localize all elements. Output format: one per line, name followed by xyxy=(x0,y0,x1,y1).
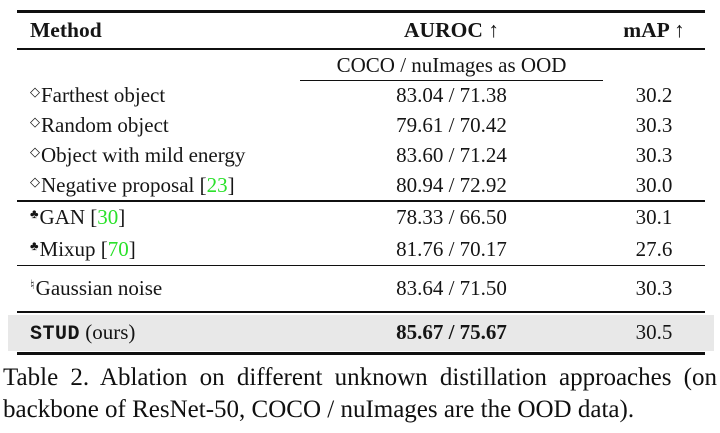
table-row: ◇Farthest object 83.04 / 71.38 30.2 xyxy=(17,81,705,111)
col-header-map: mAP ↑ xyxy=(623,18,685,42)
header-row: Method AUROC ↑ mAP ↑ xyxy=(17,13,705,48)
group-separator-rule xyxy=(17,311,705,313)
group-separator-rule xyxy=(17,200,705,202)
method-cell: ◇Negative proposal [23] xyxy=(30,172,235,197)
table-row: ♣Mixup [70] 81.76 / 70.17 27.6 xyxy=(17,233,705,265)
method-cell: ♮Gaussian noise xyxy=(30,276,163,301)
highlight-auroc-cell: 85.67 / 75.67 xyxy=(396,320,507,345)
ours-label: (ours) xyxy=(80,319,136,344)
map-cell: 30.2 xyxy=(635,83,673,108)
method-cell: ◇Object with mild energy xyxy=(30,142,246,167)
map-cell: 30.3 xyxy=(635,276,673,301)
auroc-cell: 81.76 / 70.17 xyxy=(396,236,507,261)
auroc-cell: 78.33 / 66.50 xyxy=(396,205,507,230)
col-header-method: Method xyxy=(30,18,102,42)
table-row: ◇Object with mild energy 83.60 / 71.24 30.… xyxy=(17,141,705,171)
highlight-row: STUD (ours) 85.67 / 75.67 30.5 xyxy=(8,314,714,351)
map-cell: 27.6 xyxy=(635,236,673,261)
auroc-cell: 83.64 / 71.50 xyxy=(396,276,507,301)
caption-line-1: Table 2. Ablation on different unknown d… xyxy=(3,364,717,391)
highlight-method-cell: STUD (ours) xyxy=(17,320,300,346)
method-cell: ◇Farthest object xyxy=(30,83,166,108)
subheader-row: COCO / nuImages as OOD xyxy=(17,50,705,81)
map-cell: 30.1 xyxy=(635,205,673,230)
map-cell: 30.3 xyxy=(635,142,673,167)
top-rule xyxy=(17,10,705,13)
results-table: Method AUROC ↑ mAP ↑ COCO / nuImages as … xyxy=(8,10,714,355)
bottom-rule xyxy=(17,351,705,355)
stud-label: STUD xyxy=(30,322,81,346)
citation-number: 30 xyxy=(97,205,119,230)
table-caption: Table 2. Ablation on different unknown d… xyxy=(3,362,717,426)
citation-number: 23 xyxy=(206,172,228,197)
auroc-cell: 83.04 / 71.38 xyxy=(396,83,507,108)
table-row: ♮Gaussian noise 83.64 / 71.50 30.3 xyxy=(17,266,705,311)
map-cell: 30.3 xyxy=(635,113,673,138)
method-cell: ◇Random object xyxy=(30,113,169,138)
table-row: ♣GAN [30] 78.33 / 66.50 30.1 xyxy=(17,202,705,234)
map-cell: 30.0 xyxy=(635,172,673,197)
method-cell: ♣GAN [30] xyxy=(30,205,126,230)
citation-number: 70 xyxy=(107,236,129,261)
col-header-auroc: AUROC ↑ xyxy=(404,18,499,42)
auroc-cell: 83.60 / 71.24 xyxy=(396,142,507,167)
table-row: ◇Negative proposal [23] 80.94 / 72.92 30.0 xyxy=(17,170,705,200)
caption-line-2: backbone of ResNet-50, COCO / nuImages a… xyxy=(3,396,635,423)
group-separator-rule xyxy=(17,264,705,267)
method-cell: ♣Mixup [70] xyxy=(30,236,136,261)
header-rule xyxy=(17,48,705,50)
auroc-cell: 79.61 / 70.42 xyxy=(396,113,507,138)
auroc-cell: 80.94 / 72.92 xyxy=(396,172,507,197)
highlight-map-cell: 30.5 xyxy=(635,320,673,345)
table-body: ◇Farthest object 83.04 / 71.38 30.2 ◇Random… xyxy=(17,81,705,313)
ood-subheader: COCO / nuImages as OOD xyxy=(300,50,603,81)
table-row: ◇Random object 79.61 / 70.42 30.3 xyxy=(17,111,705,141)
